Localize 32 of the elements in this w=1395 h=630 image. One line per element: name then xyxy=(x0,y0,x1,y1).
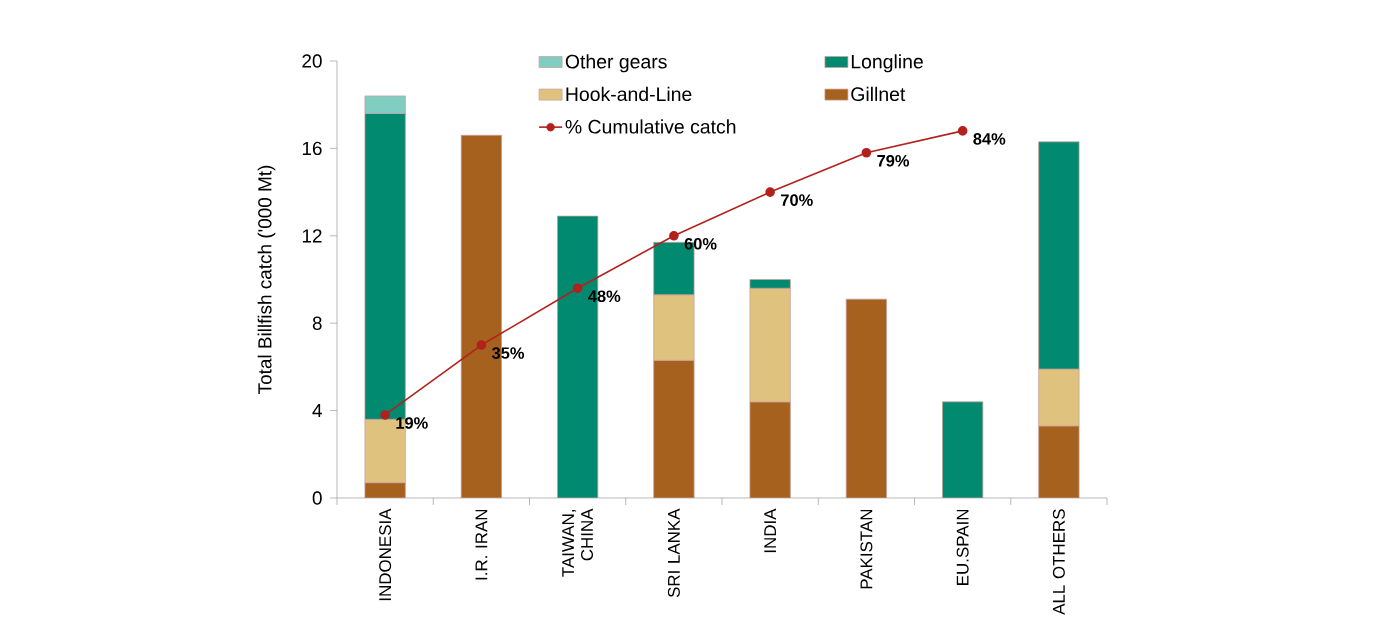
y-tick-label: 0 xyxy=(312,491,322,505)
point xyxy=(765,187,775,197)
point xyxy=(957,126,968,136)
x-tick-label: ALL OTHERS xyxy=(1052,509,1065,615)
legend-label: % Cumulative catch xyxy=(565,119,736,134)
point xyxy=(669,230,679,241)
legend-label: Longline xyxy=(851,54,923,73)
y-tick-label: 20 xyxy=(302,54,322,68)
y-axis-title: Total Billfish catch ('000 Mt) xyxy=(257,165,276,394)
x-tick-label: INDIA xyxy=(764,508,776,553)
point xyxy=(380,410,390,420)
x-tick-label: TAIWAN, CHINA xyxy=(562,508,594,577)
y-tick-label: 16 xyxy=(302,141,322,156)
legend-label: Gillnet xyxy=(851,86,906,102)
data-label: 84% xyxy=(973,133,1006,145)
x-tick-label: PAKISTAN xyxy=(860,509,873,589)
x-tick-label: INDONESIA xyxy=(379,508,392,601)
legend-label: Other gears xyxy=(565,54,667,73)
x-tick-label: I.R. IRAN xyxy=(475,509,488,580)
point xyxy=(476,340,487,350)
y-tick-label: 12 xyxy=(302,229,322,243)
data-label: 70% xyxy=(781,194,813,206)
x-tick-label: EU.SPAIN xyxy=(956,509,969,585)
legend-label: Hook-and-Line xyxy=(566,86,692,102)
y-tick-label: 4 xyxy=(312,404,322,418)
point xyxy=(572,283,583,294)
data-label: 60% xyxy=(684,237,717,250)
x-tick-label: SRI LANKA xyxy=(667,508,680,598)
y-tick-label: 8 xyxy=(312,316,322,330)
data-label: 79% xyxy=(877,154,910,167)
data-label: 19% xyxy=(396,417,428,429)
point xyxy=(861,147,872,158)
